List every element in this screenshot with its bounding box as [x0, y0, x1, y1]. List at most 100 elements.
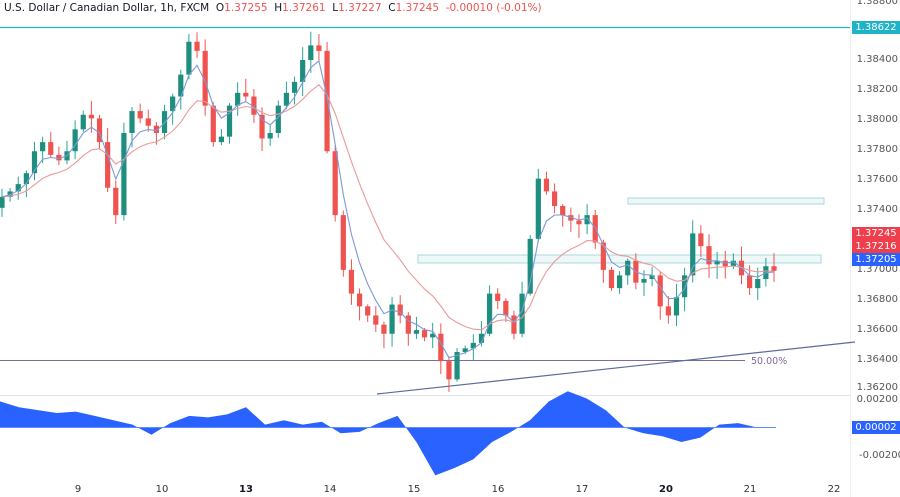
bearish-candle [551, 191, 558, 206]
bearish-candle [503, 300, 509, 316]
bullish-candle [413, 330, 420, 334]
price-tick: 1.36800 [856, 294, 898, 305]
bullish-candle [291, 81, 298, 93]
bearish-candle [747, 275, 753, 289]
bearish-candle [381, 324, 387, 334]
bullish-candle [178, 74, 184, 97]
bearish-candle [698, 233, 704, 247]
change-value: -0.00010 (-0.01%) [445, 2, 542, 14]
bullish-candle [121, 133, 127, 216]
resistance-zone[interactable] [627, 197, 825, 205]
bearish-candle [356, 293, 363, 307]
bearish-candle [665, 306, 671, 316]
ema-slow-price-tag: 1.37216 [852, 240, 900, 253]
bullish-candle [462, 348, 468, 352]
ema-fast-line [1, 59, 775, 359]
bullish-candle [519, 293, 525, 334]
bullish-candle [617, 275, 623, 289]
bullish-candle [31, 151, 38, 174]
time-label: 17 [575, 484, 589, 495]
bearish-candle [657, 275, 663, 307]
bullish-candle [584, 215, 590, 225]
price-tick: 1.37400 [856, 204, 898, 215]
bearish-candle [511, 315, 517, 334]
bullish-candle [23, 173, 29, 185]
time-label: 15 [407, 484, 421, 495]
last-price-tag: 1.37245 [852, 227, 900, 240]
bearish-candle [316, 45, 322, 51]
price-tick: 1.36200 [856, 382, 898, 393]
bearish-candle [153, 125, 159, 133]
low-value: 1.37227 [338, 2, 382, 14]
bearish-candle [365, 306, 371, 316]
bullish-candle [170, 96, 176, 112]
bullish-candle [300, 60, 306, 82]
bullish-candle [0, 196, 5, 208]
bullish-candle [649, 275, 655, 279]
close-value: 1.37245 [395, 2, 439, 14]
bullish-candle [389, 304, 395, 334]
bullish-candle [470, 342, 476, 349]
bearish-candle [332, 151, 338, 216]
bearish-candle [771, 266, 777, 271]
bearish-candle [608, 269, 615, 289]
bullish-candle [714, 260, 720, 265]
bullish-candle [275, 105, 281, 133]
price-tick: 1.38200 [856, 84, 898, 95]
time-label: 22 [827, 484, 841, 495]
bearish-candle [495, 293, 501, 301]
bearish-candle [706, 246, 712, 265]
bearish-candle [324, 50, 330, 152]
time-label: 10 [155, 484, 169, 495]
bullish-candle [226, 105, 233, 137]
bearish-candle [251, 96, 257, 115]
bearish-candle [243, 92, 249, 97]
price-tick: 1.36400 [856, 354, 898, 365]
bullish-candle [186, 41, 192, 75]
price-tick: 1.38800 [856, 0, 898, 7]
bullish-candle [478, 333, 485, 343]
trendline[interactable] [376, 341, 856, 395]
bearish-candle [105, 142, 111, 188]
bearish-candle [210, 105, 216, 143]
price-tick: 1.37600 [856, 174, 898, 185]
bearish-candle [438, 333, 444, 362]
bullish-candle [535, 178, 541, 239]
symbol-label: U.S. Dollar / Canadian Dollar, 1h, FXCM [4, 2, 210, 14]
osc-tick: -0.00200 [859, 450, 900, 461]
bullish-candle [527, 238, 533, 294]
open-label: O [215, 2, 225, 14]
bullish-candle [682, 275, 688, 298]
bearish-candle [600, 242, 606, 270]
bullish-candle [72, 129, 78, 152]
osc-tick: 0.00200 [856, 394, 898, 405]
bearish-candle [145, 118, 151, 126]
bullish-candle [641, 279, 647, 283]
bullish-candle [730, 260, 736, 267]
bearish-candle [113, 187, 119, 216]
bullish-candle [673, 297, 680, 316]
bullish-candle [40, 142, 46, 152]
high-value: 1.37261 [282, 2, 326, 14]
fib-label: 50.00% [751, 356, 787, 367]
price-tick: 1.36600 [856, 324, 898, 335]
bearish-candle [576, 220, 582, 225]
bearish-candle [397, 304, 403, 316]
bearish-candle [543, 178, 550, 192]
bearish-candle [259, 114, 265, 139]
time-label: 9 [74, 484, 82, 495]
bullish-candle [308, 45, 314, 60]
resistance-price-tag: 1.38622 [852, 21, 900, 34]
bullish-candle [80, 114, 86, 130]
time-label: 20 [659, 484, 673, 495]
open-value: 1.37255 [224, 2, 268, 14]
ema-slow-line [1, 84, 774, 331]
support-zone[interactable] [417, 254, 822, 264]
candlestick-series [0, 31, 777, 392]
bearish-candle [96, 118, 103, 143]
bearish-candle [56, 154, 62, 161]
oscillator-area [0, 391, 776, 476]
chart-legend: U.S. Dollar / Canadian Dollar, 1h, FXCM … [4, 2, 542, 14]
price-tick: 1.37000 [856, 264, 898, 275]
